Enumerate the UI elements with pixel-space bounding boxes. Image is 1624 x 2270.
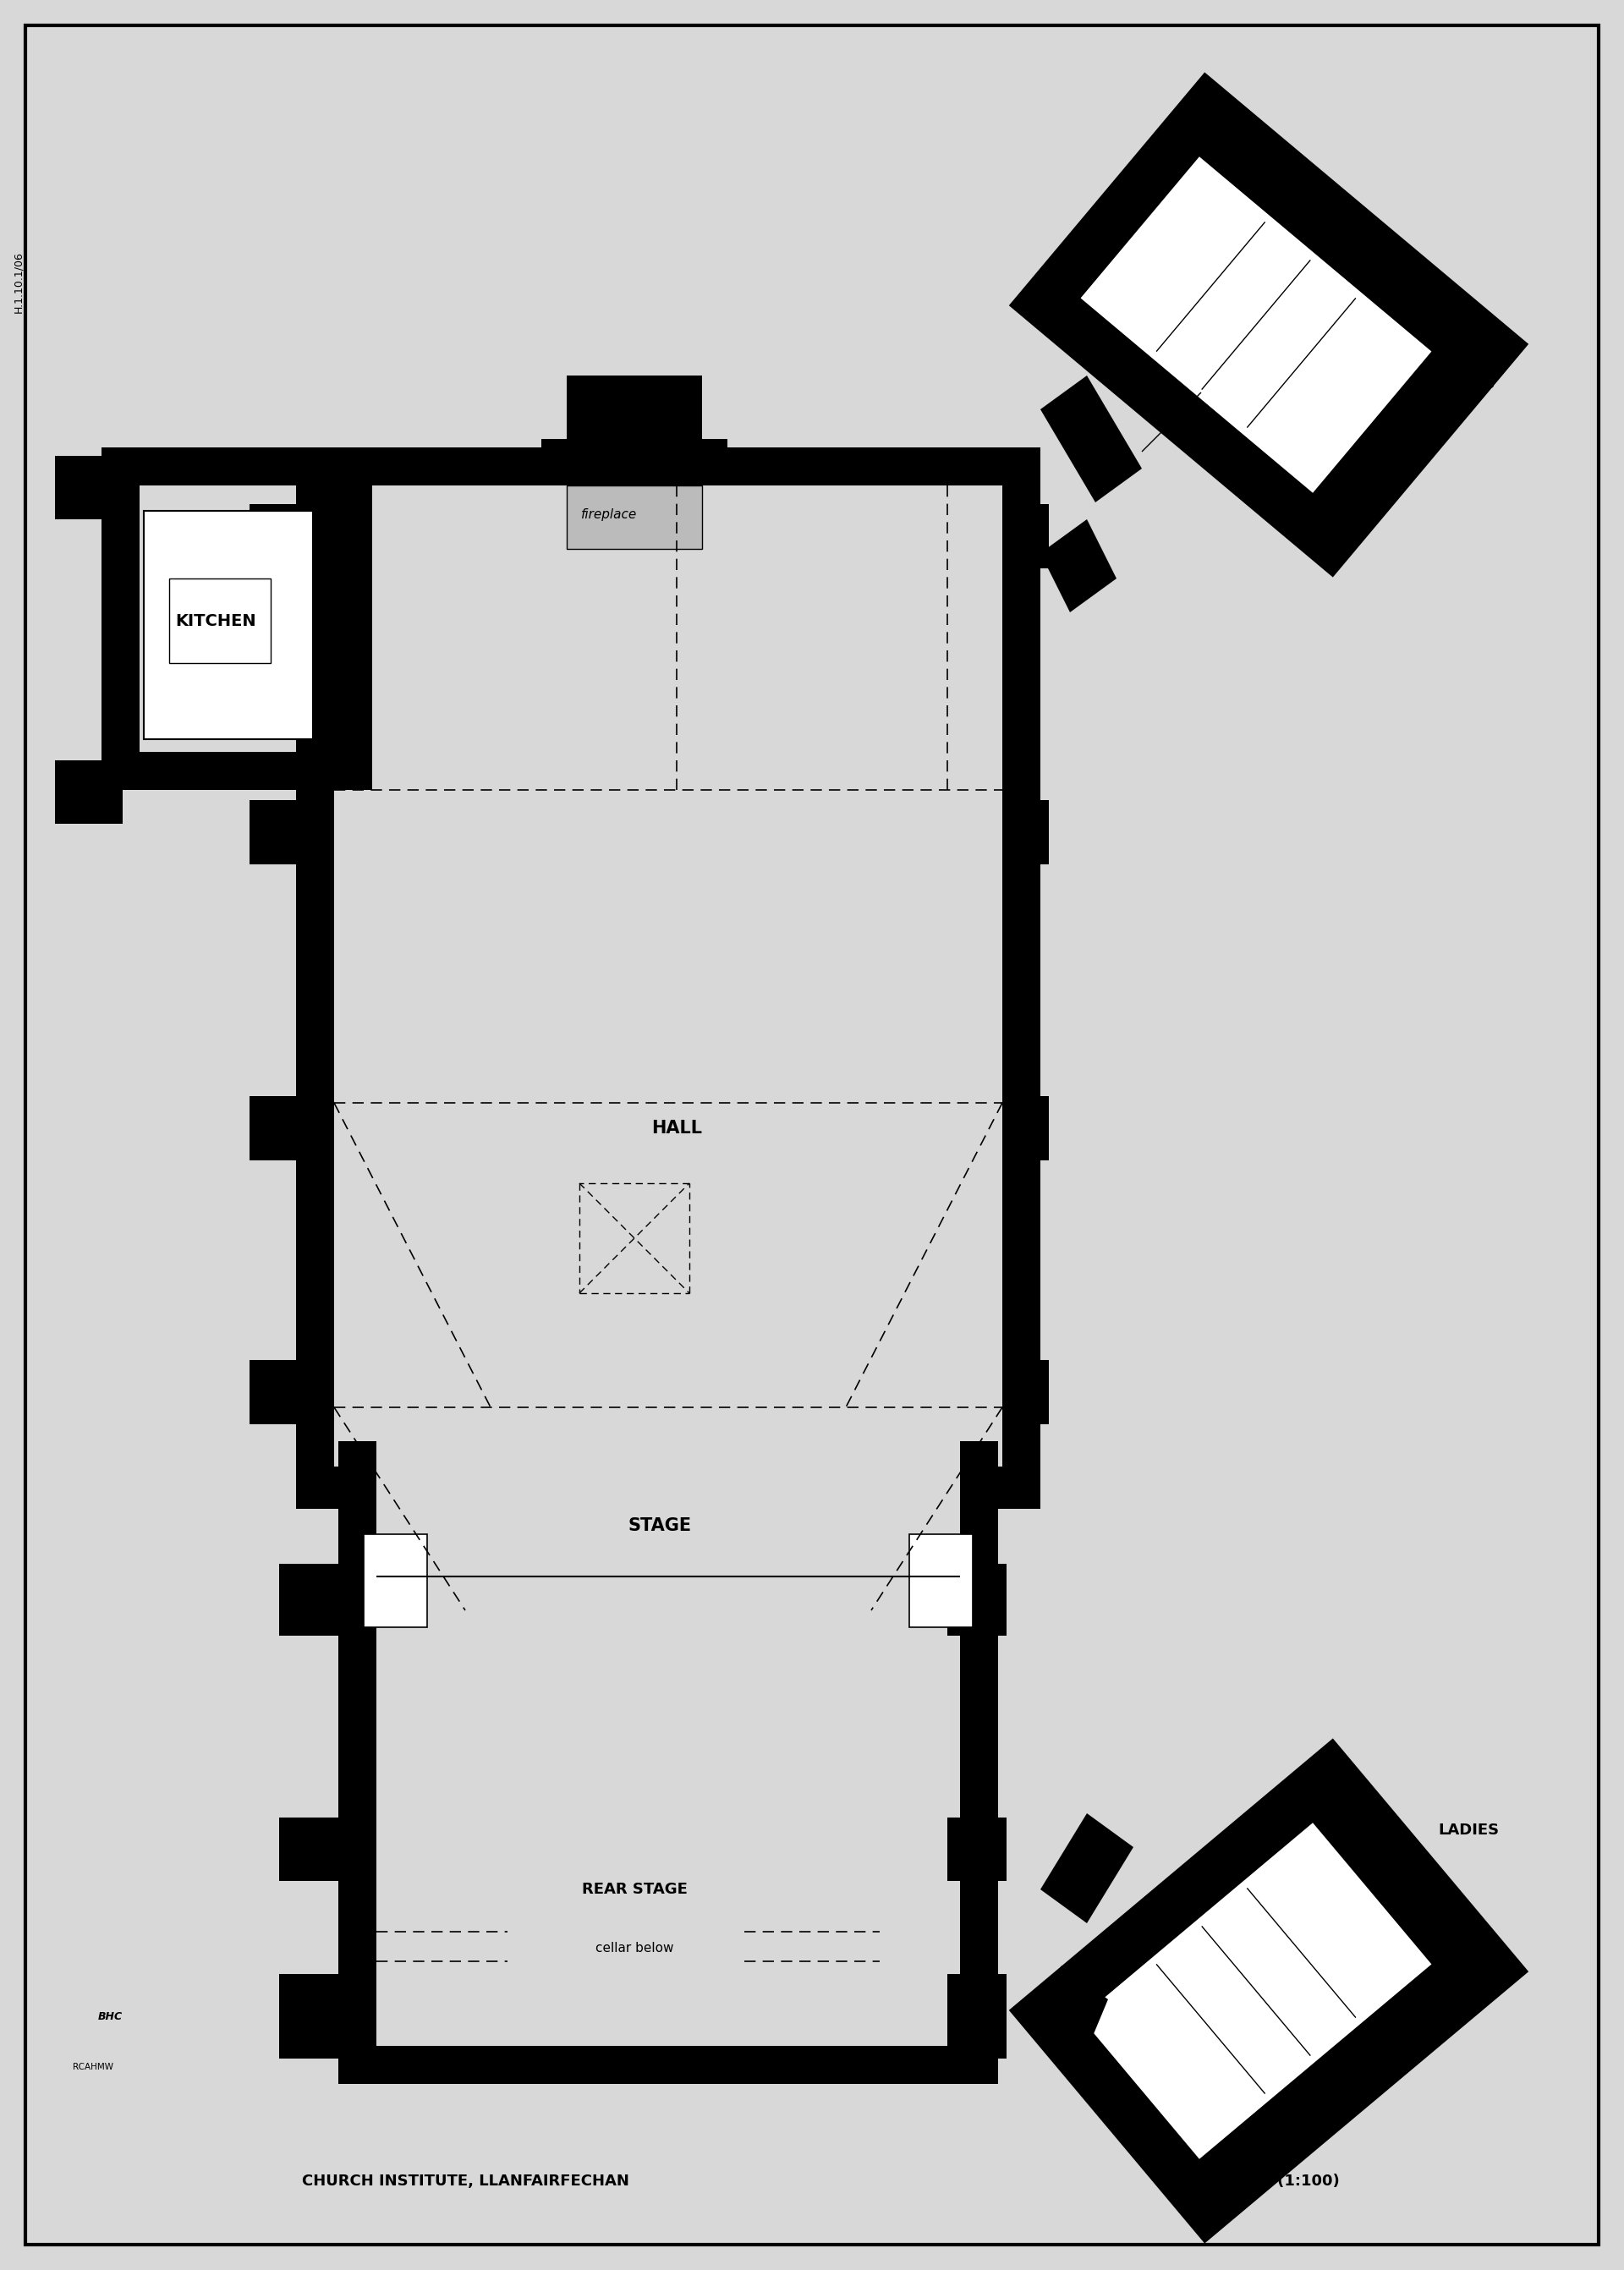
Bar [960,1466,1041,1510]
Text: CHURCH INSTITUTE, LLANFAIRFECHAN: CHURCH INSTITUTE, LLANFAIRFECHAN [302,2175,628,2188]
Text: FLOOR PLAN (1:100): FLOOR PLAN (1:100) [1164,2175,1340,2188]
Bar [1002,799,1049,865]
Text: RCAHMW: RCAHMW [73,2063,114,2070]
Polygon shape [1041,520,1117,613]
Bar [169,579,271,663]
Bar [947,1975,1007,2059]
Text: fireplace: fireplace [581,508,637,522]
Bar [567,375,702,486]
Bar [702,438,728,486]
Bar [338,1441,377,2084]
Bar [250,1096,296,1160]
Polygon shape [1080,157,1432,495]
Bar [145,511,313,740]
Text: REAR STAGE: REAR STAGE [581,1882,687,1898]
Bar [296,486,335,1510]
Bar [279,1564,338,1637]
Text: HALL: HALL [651,1119,702,1137]
Polygon shape [1009,73,1528,577]
Bar [250,799,296,865]
Text: H.1.10.1/06: H.1.10.1/06 [13,252,24,313]
Bar [947,1818,1007,1882]
Bar [567,486,702,549]
Text: STAGE: STAGE [628,1516,692,1535]
Bar [541,438,567,486]
Polygon shape [1041,375,1142,502]
Bar [296,447,1041,486]
Bar [1002,1096,1049,1160]
Bar [1002,486,1041,1510]
Bar [296,1466,377,1510]
Bar [250,504,296,568]
Text: KITCHEN: KITCHEN [175,613,257,629]
Polygon shape [1041,1966,1108,2050]
Bar [279,1975,338,2059]
Polygon shape [1009,1739,1528,2243]
Bar [947,1564,1007,1637]
Bar [101,447,335,486]
Bar [335,486,372,790]
Bar [101,751,364,790]
Polygon shape [1080,1823,1432,2161]
Text: cellar below: cellar below [596,1943,674,1954]
Bar [364,1535,427,1628]
Bar [909,1535,973,1628]
Text: GENTS: GENTS [1437,377,1496,393]
Bar [1002,1360,1049,1423]
Bar [101,486,140,790]
Text: LADIES: LADIES [1437,1823,1499,1839]
Bar [55,456,123,520]
Bar [279,1818,338,1882]
Bar [338,2045,994,2084]
Bar [55,760,123,824]
Bar [960,1441,999,2084]
Bar [250,1360,296,1423]
Bar [1002,504,1049,568]
Text: BHC: BHC [97,2011,122,2023]
Polygon shape [1041,1814,1134,1923]
